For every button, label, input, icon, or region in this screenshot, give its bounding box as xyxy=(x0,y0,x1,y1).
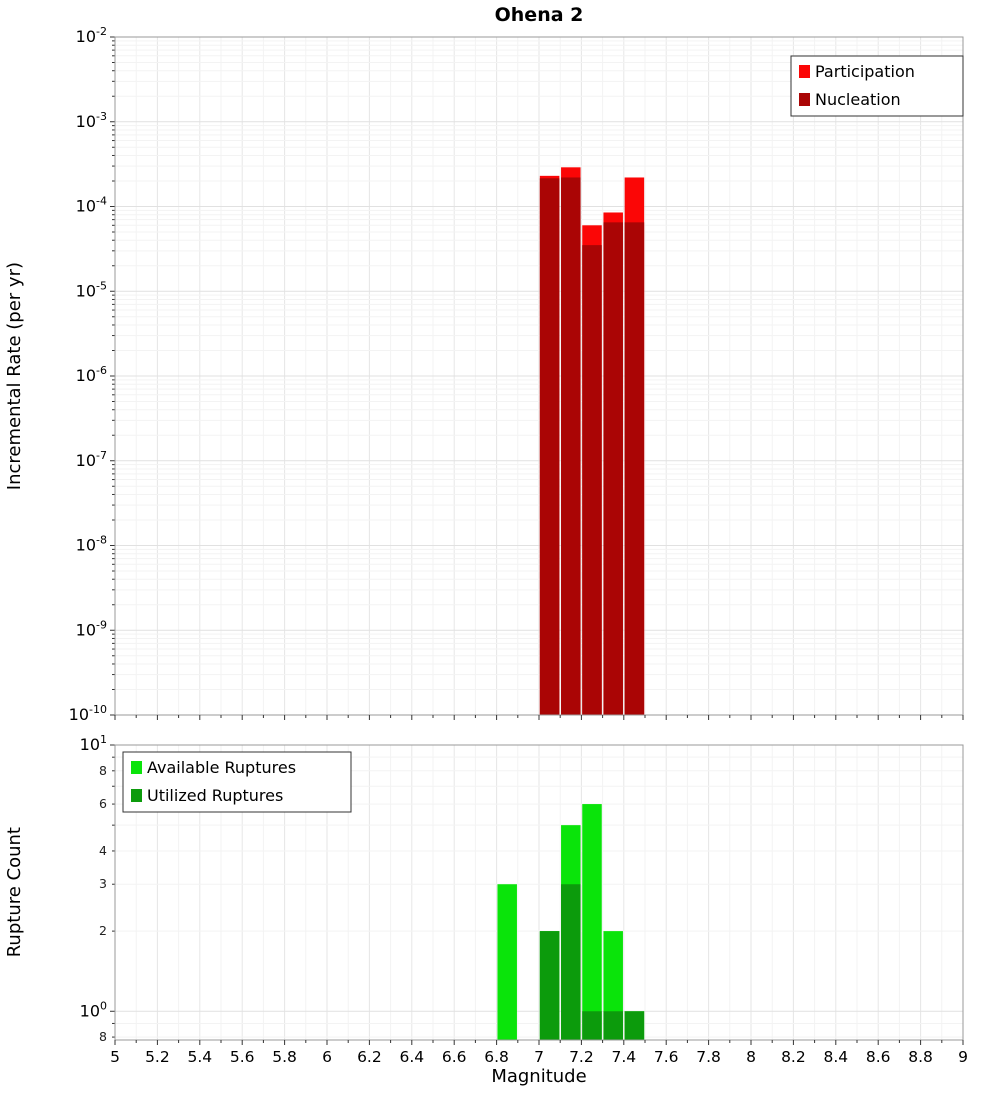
y-tick-label: 10-9 xyxy=(76,618,107,639)
x-tick-label: 6.8 xyxy=(484,1048,509,1066)
x-tick-label: 7.4 xyxy=(611,1048,636,1066)
y-tick-label: 10-8 xyxy=(76,534,107,555)
bar xyxy=(582,245,602,715)
x-tick-label: 6.2 xyxy=(357,1048,382,1066)
bar xyxy=(539,931,560,1040)
x-tick-label: 7.8 xyxy=(696,1048,721,1066)
bar xyxy=(561,884,581,1040)
x-tick-label: 7 xyxy=(534,1048,544,1066)
bar xyxy=(497,884,517,1040)
y-tick-label: 10-4 xyxy=(76,195,107,216)
series-utilized-ruptures xyxy=(539,884,645,1040)
legend-label: Available Ruptures xyxy=(147,758,296,777)
x-tick-label: 5.8 xyxy=(272,1048,297,1066)
bar xyxy=(539,178,560,716)
y-tick-label: 10-7 xyxy=(76,449,107,470)
y-tick-label: 8 xyxy=(99,763,107,778)
x-tick-label: 8.4 xyxy=(823,1048,848,1066)
x-tick-label: 6.6 xyxy=(442,1048,467,1066)
x-tick-label: 8.2 xyxy=(781,1048,806,1066)
legend-label: Nucleation xyxy=(815,90,901,109)
legend-swatch-icon xyxy=(131,761,142,774)
bar xyxy=(582,804,602,1040)
x-tick-label: 5 xyxy=(110,1048,120,1066)
y-tick-label: 8 xyxy=(99,1029,107,1044)
bar xyxy=(603,1011,623,1040)
legend: Participation Nucleation xyxy=(790,55,964,117)
legend: Available Ruptures Utilized Ruptures xyxy=(122,751,352,813)
bar xyxy=(603,222,623,715)
x-tick-label: 6 xyxy=(322,1048,332,1066)
x-axis-label: Magnitude xyxy=(491,1066,587,1087)
x-tick-label: 5.4 xyxy=(187,1048,212,1066)
x-tick-label: 8.8 xyxy=(908,1048,933,1066)
bar xyxy=(561,177,581,715)
x-tick-label: 5.6 xyxy=(230,1048,255,1066)
y-tick-label: 10-3 xyxy=(76,110,107,131)
y-tick-label: 10-10 xyxy=(69,703,107,724)
x-tick-label: 8 xyxy=(746,1048,756,1066)
y-tick-label: 3 xyxy=(99,876,107,891)
bar xyxy=(624,222,645,715)
x-tick-label: 5.2 xyxy=(145,1048,170,1066)
y-tick-label: 6 xyxy=(99,796,107,811)
gridlines xyxy=(115,37,963,715)
bars xyxy=(497,804,645,1040)
y-tick-label: 2 xyxy=(99,923,107,938)
y-tick-label: 4 xyxy=(99,843,107,858)
bars xyxy=(539,167,645,716)
y-tick-label: 100 xyxy=(80,999,107,1020)
x-tick-label: 7.6 xyxy=(654,1048,679,1066)
y-tick-label: 10-2 xyxy=(76,25,107,46)
bar xyxy=(624,1011,645,1040)
x-tick-label: 8.6 xyxy=(866,1048,891,1066)
x-tick-label: 9 xyxy=(958,1048,968,1066)
y-tick-label: 101 xyxy=(80,733,107,754)
y-tick-label: 10-5 xyxy=(76,279,107,300)
legend-label: Participation xyxy=(815,62,915,81)
x-tick-label: 6.4 xyxy=(399,1048,424,1066)
legend-swatch-icon xyxy=(131,789,142,802)
series-nucleation xyxy=(539,177,645,716)
y-tick-label: 10-6 xyxy=(76,364,107,385)
legend-swatch-icon xyxy=(799,93,810,106)
chart-title: Ohena 2 xyxy=(494,4,584,26)
x-tick-label: 7.2 xyxy=(569,1048,594,1066)
legend-label: Utilized Ruptures xyxy=(147,786,283,805)
rupture-count-chart: 5 5.2 5.4 5.6 5.8 6 6.2 6.4 6.6 6.8 7 7.2 7.4 7.6 7.8 8… xyxy=(80,733,968,1066)
incremental-rate-chart: 10-2 10-3 10-4 10-5 10-6 10-7 10-8 10-9 10-10 Par… xyxy=(69,25,964,724)
bar xyxy=(582,1011,602,1040)
legend-swatch-icon xyxy=(799,65,810,78)
